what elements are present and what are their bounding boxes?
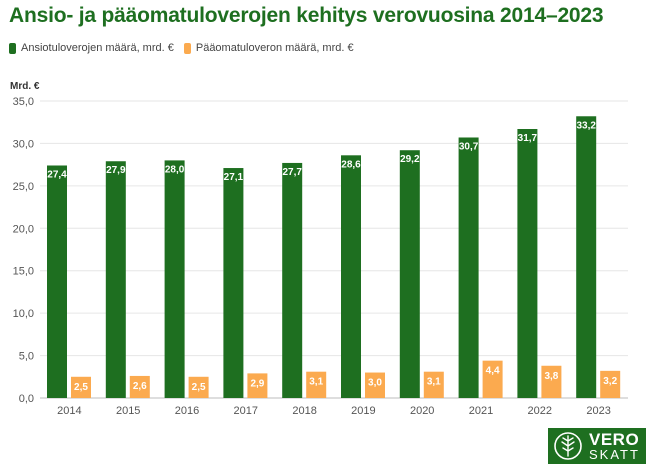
x-tick-label: 2014	[57, 405, 81, 417]
bar-series2	[188, 376, 209, 398]
data-label-series2: 3,0	[368, 378, 382, 389]
x-tick-label: 2020	[410, 405, 434, 417]
bar-series2	[365, 372, 385, 398]
data-label-series1: 33,2	[576, 120, 596, 131]
bar-series1	[47, 165, 67, 398]
legend-swatch-series1	[9, 42, 16, 54]
chart-title: Ansio- ja pääomatuloverojen kehitys vero…	[9, 4, 604, 27]
x-tick-label: 2016	[175, 405, 199, 417]
y-axis-label: Mrd. €	[10, 81, 40, 92]
legend-label-series1: Ansiotuloverojen määrä, mrd. €	[21, 42, 174, 54]
y-tick-label: 15,0	[13, 266, 34, 278]
bar-series2	[482, 360, 503, 398]
y-tick-label: 10,0	[13, 308, 34, 320]
data-label-series2: 2,5	[192, 382, 206, 393]
bar-series1	[223, 168, 244, 398]
y-tick-label: 0,0	[19, 393, 34, 405]
data-label-series1: 31,7	[518, 133, 538, 144]
logo-text-vero: VERO	[589, 430, 640, 449]
vero-logo: VERO SKATT	[548, 428, 646, 464]
x-tick-label: 2015	[116, 405, 140, 417]
data-label-series1: 27,4	[47, 169, 67, 180]
bar-series1	[341, 155, 361, 398]
bar-series2	[129, 375, 150, 398]
data-label-series2: 3,8	[544, 371, 558, 382]
data-label-series2: 2,5	[74, 382, 88, 393]
data-label-series1: 27,1	[224, 172, 244, 183]
legend-item-series1: Ansiotuloverojen määrä, mrd. €	[9, 42, 174, 54]
legend-swatch-series2	[183, 42, 191, 54]
bar-series1	[517, 129, 538, 398]
bar-series2	[247, 373, 268, 398]
bar-series1	[105, 161, 126, 398]
data-label-series2: 2,9	[250, 378, 264, 389]
legend: Ansiotuloverojen määrä, mrd. € Pääomatul…	[9, 42, 364, 54]
bar-series1	[399, 150, 420, 398]
bar-series1	[282, 162, 303, 398]
data-label-series2: 4,4	[486, 366, 500, 377]
data-label-series1: 28,6	[341, 159, 361, 170]
bar-series2	[541, 365, 562, 398]
data-label-series1: 29,2	[400, 154, 420, 165]
data-label-series2: 3,1	[309, 377, 323, 388]
legend-label-series2: Pääomatuloveron määrä, mrd. €	[195, 42, 354, 54]
y-tick-label: 20,0	[13, 223, 34, 235]
bar-series1	[164, 160, 185, 398]
logo-text-skatt: SKATT	[589, 447, 640, 462]
data-label-series1: 30,7	[459, 141, 479, 152]
bar-series2	[423, 371, 444, 398]
tree-emblem-icon	[554, 432, 582, 460]
data-label-series2: 3,2	[603, 376, 617, 387]
data-label-series2: 2,6	[133, 381, 147, 392]
y-tick-label: 30,0	[13, 138, 34, 150]
x-tick-label: 2017	[234, 405, 258, 417]
y-tick-label: 25,0	[13, 181, 34, 193]
data-label-series1: 27,7	[282, 167, 302, 178]
x-tick-label: 2022	[528, 405, 552, 417]
bar-series2	[600, 370, 621, 398]
y-tick-label: 5,0	[19, 351, 34, 363]
bar-series2	[306, 371, 327, 398]
bar-series1	[576, 116, 597, 398]
data-label-series2: 3,1	[427, 377, 441, 388]
bar-series2	[71, 376, 91, 398]
x-tick-label: 2018	[292, 405, 316, 417]
x-tick-label: 2019	[351, 405, 375, 417]
y-tick-label: 35,0	[13, 96, 34, 108]
data-label-series1: 28,0	[165, 164, 185, 175]
x-tick-label: 2023	[586, 405, 610, 417]
bar-series1	[458, 137, 479, 398]
x-tick-label: 2021	[469, 405, 493, 417]
legend-item-series2: Pääomatuloveron määrä, mrd. €	[183, 42, 354, 54]
data-label-series1: 27,9	[106, 165, 126, 176]
